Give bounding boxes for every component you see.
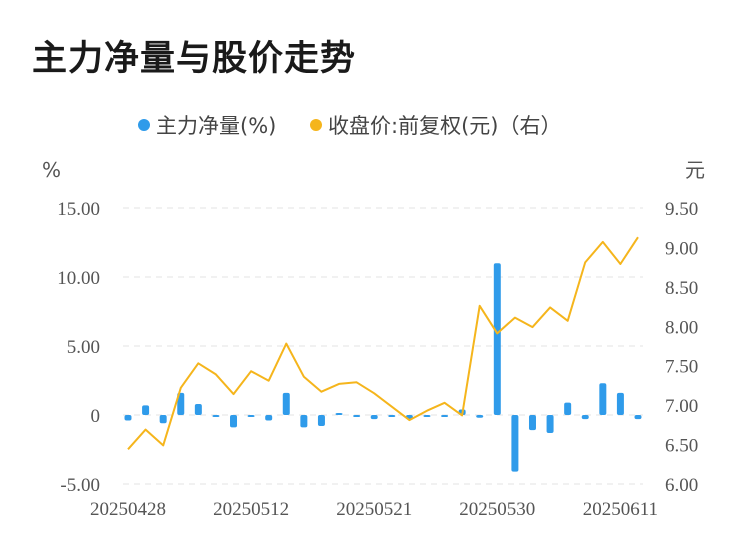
- close-price-line: [127, 236, 639, 450]
- y-left-tick-label: 15.00: [57, 199, 100, 220]
- legend-marker-net-volume: [138, 119, 150, 131]
- close-price-series-line: [127, 236, 639, 450]
- y-right-tick-label: 9.50: [665, 199, 698, 220]
- bar-net-volume: [634, 415, 642, 420]
- bar-net-volume: [212, 415, 220, 417]
- x-tick-label: 20250428: [90, 499, 166, 520]
- bar-net-volume: [159, 415, 167, 424]
- bar-net-volume: [528, 415, 536, 431]
- y-right-tick-label: 8.50: [665, 278, 698, 299]
- bar-net-volume: [353, 415, 361, 417]
- bar-net-volume: [388, 415, 396, 417]
- bar-net-volume: [493, 263, 501, 415]
- y-left-unit: %: [42, 158, 61, 182]
- legend-label-net-volume: 主力净量(%): [156, 114, 276, 138]
- gridlines: [123, 207, 643, 485]
- chart-title: 主力净量与股价走势: [32, 39, 357, 79]
- bar-net-volume: [230, 415, 238, 428]
- y-right-tick-label: 6.50: [665, 436, 698, 457]
- bar-net-volume: [441, 415, 449, 417]
- x-ticks: 20250428 20250512 20250521 20250530 20250611: [90, 499, 658, 520]
- y-right-tick-label: 8.00: [665, 317, 698, 338]
- bar-net-volume: [476, 415, 484, 418]
- bar-net-volume: [564, 402, 572, 415]
- legend: 主力净量(%) 收盘价:前复权(元)（右）: [138, 114, 561, 138]
- y-left-ticks: 15.00 10.00 5.00 0 -5.00: [57, 199, 100, 496]
- bar-net-volume: [194, 403, 202, 415]
- y-right-tick-label: 7.00: [665, 396, 698, 417]
- bar-net-volume: [581, 415, 589, 420]
- bar-net-volume: [335, 413, 343, 415]
- bar-net-volume: [423, 415, 431, 417]
- bar-net-volume: [265, 415, 273, 421]
- y-left-tick-label: 10.00: [57, 268, 100, 289]
- y-right-ticks: 9.50 9.00 8.50 8.00 7.50 7.00 6.50 6.00: [665, 199, 698, 496]
- bar-net-volume: [511, 415, 519, 472]
- bar-net-volume: [282, 392, 290, 415]
- y-left-tick-label: 5.00: [67, 337, 100, 358]
- net-volume-bars: [124, 263, 642, 472]
- x-tick-label: 20250521: [336, 499, 412, 520]
- bar-net-volume: [370, 415, 378, 420]
- bar-net-volume: [142, 405, 150, 415]
- x-tick-label: 20250530: [459, 499, 535, 520]
- legend-label-close-price: 收盘价:前复权(元)（右）: [328, 114, 561, 138]
- y-right-tick-label: 7.50: [665, 357, 698, 378]
- y-left-tick-label: 0: [91, 406, 101, 427]
- bar-net-volume: [317, 415, 325, 427]
- y-right-tick-label: 6.00: [665, 475, 698, 496]
- y-right-unit: 元: [685, 158, 705, 182]
- bar-net-volume: [546, 415, 554, 433]
- x-tick-label: 20250512: [213, 499, 289, 520]
- x-tick-label: 20250611: [583, 499, 658, 520]
- bar-net-volume: [599, 383, 607, 415]
- bar-net-volume: [300, 415, 308, 428]
- legend-marker-close-price: [310, 119, 322, 131]
- y-left-tick-label: -5.00: [60, 475, 100, 496]
- bar-net-volume: [616, 392, 624, 415]
- y-right-tick-label: 9.00: [665, 238, 698, 259]
- bar-net-volume: [124, 415, 132, 421]
- bar-net-volume: [177, 392, 185, 415]
- bar-net-volume: [247, 415, 255, 417]
